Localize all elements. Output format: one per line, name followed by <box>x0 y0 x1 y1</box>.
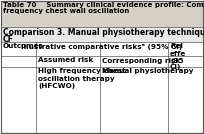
Bar <box>1 27 203 42</box>
Text: Rel
effe
(95
CI): Rel effe (95 CI) <box>170 44 186 70</box>
Text: High frequency chest
oscillation therapy
(HFCWO): High frequency chest oscillation therapy… <box>38 68 126 89</box>
Text: Comparison 3. Manual physiotherapy techniques compared to hig: Comparison 3. Manual physiotherapy techn… <box>3 28 204 37</box>
Text: Outcomes: Outcomes <box>3 44 44 49</box>
Text: CF: CF <box>3 34 14 44</box>
Bar <box>1 42 203 133</box>
Text: Table 70    Summary clinical evidence profile: Comparison 3. Manual physiotherap: Table 70 Summary clinical evidence profi… <box>3 2 204 8</box>
Text: Manual physiotherapy: Manual physiotherapy <box>102 68 194 75</box>
Text: Illustrative comparative risksᵃ (95% CI): Illustrative comparative risksᵃ (95% CI) <box>21 44 183 49</box>
Text: Corresponding risk: Corresponding risk <box>102 57 180 64</box>
Bar <box>1 1 203 27</box>
Text: frequency chest wall oscillation: frequency chest wall oscillation <box>3 8 129 14</box>
Text: Assumed risk: Assumed risk <box>38 57 93 64</box>
